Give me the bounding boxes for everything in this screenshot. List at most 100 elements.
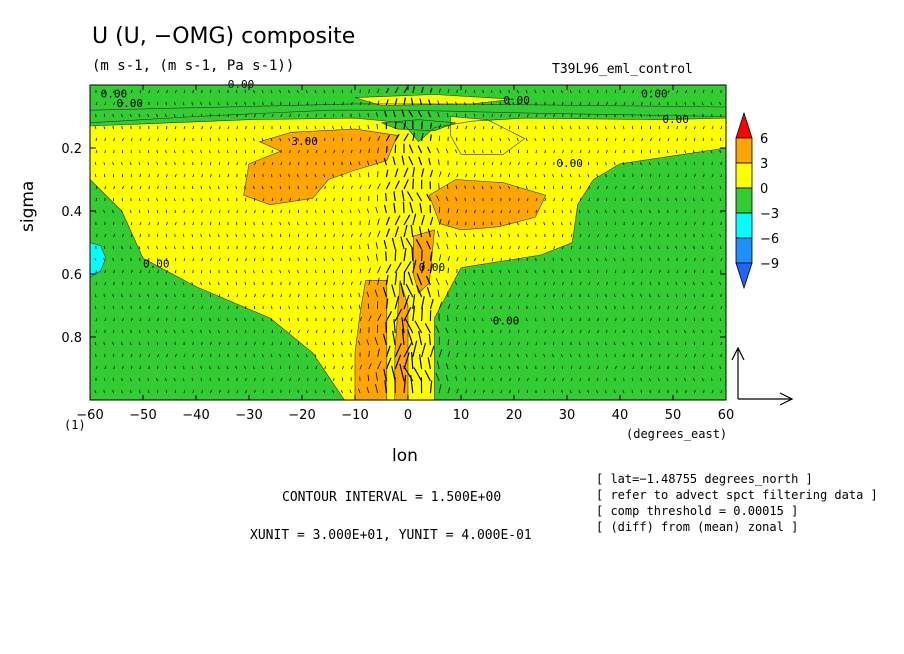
wind-vector <box>640 342 642 346</box>
wind-vector <box>314 89 317 94</box>
wind-vector <box>164 330 167 334</box>
wind-vector <box>481 281 484 286</box>
wind-vector <box>447 125 450 130</box>
wind-vector <box>391 284 396 298</box>
wind-vector <box>279 354 282 358</box>
wind-vector <box>112 162 114 166</box>
wind-vector <box>588 377 590 382</box>
wind-vector <box>649 330 651 334</box>
wind-vector <box>201 390 204 394</box>
wind-vector <box>113 366 116 370</box>
wind-vector <box>569 354 572 358</box>
wind-vector <box>641 138 644 142</box>
wind-vector <box>218 210 221 214</box>
wind-vector <box>201 90 203 94</box>
wind-vector <box>613 162 616 166</box>
wind-vector <box>685 354 688 358</box>
wind-vector <box>693 245 695 250</box>
wind-vector <box>614 234 617 238</box>
wind-vector <box>587 390 590 394</box>
wind-vector <box>650 270 652 274</box>
wind-vector <box>614 102 617 106</box>
wind-vector <box>490 269 493 274</box>
wind-vector <box>482 126 485 130</box>
wind-vector <box>482 293 485 298</box>
wind-vector <box>491 162 494 166</box>
wind-vector <box>535 114 538 118</box>
wind-vector <box>201 342 203 346</box>
wind-vector <box>298 150 300 154</box>
wind-vector <box>182 198 185 202</box>
wind-vector <box>164 246 167 250</box>
wind-vector <box>341 173 343 178</box>
wind-vector <box>104 270 106 274</box>
wind-vector <box>400 236 405 250</box>
wind-vector <box>711 126 714 130</box>
wind-vector <box>701 233 704 238</box>
wind-vector <box>518 209 520 214</box>
wind-vector <box>640 390 642 394</box>
wind-vector <box>606 366 608 370</box>
wind-vector <box>147 114 150 118</box>
wind-vector <box>534 354 537 358</box>
wind-vector <box>113 138 115 142</box>
wind-vector <box>349 341 352 346</box>
wind-vector <box>445 363 449 370</box>
wind-vector <box>534 317 537 322</box>
wind-vector <box>500 294 503 298</box>
wind-vector <box>631 342 634 346</box>
wind-vector <box>694 354 696 358</box>
wind-vector <box>148 270 151 274</box>
wind-vector <box>113 150 115 154</box>
wind-vector <box>472 365 475 370</box>
wind-vector <box>684 198 686 202</box>
wind-vector <box>552 258 554 262</box>
wind-vector <box>543 185 546 190</box>
wind-vector <box>94 390 97 394</box>
wind-vector <box>297 137 299 142</box>
wind-vector <box>472 233 475 238</box>
wind-vector <box>491 294 494 298</box>
wind-vector <box>288 222 290 226</box>
wind-vector <box>464 185 466 190</box>
wind-vector <box>491 342 494 346</box>
wind-vector <box>226 102 229 106</box>
wind-vector <box>516 138 519 142</box>
wind-vector <box>553 330 556 334</box>
wind-vector <box>436 195 440 202</box>
wind-vector <box>289 149 291 154</box>
wind-vector <box>218 317 220 322</box>
wind-vector <box>103 293 106 298</box>
wind-vector <box>218 173 221 178</box>
wind-vector <box>403 97 406 106</box>
wind-vector <box>192 210 194 214</box>
wind-vector <box>314 354 317 358</box>
wind-vector <box>692 150 695 154</box>
wind-vector <box>438 206 441 214</box>
wind-vector <box>245 390 247 394</box>
wind-vector <box>367 124 370 130</box>
wind-vector <box>383 239 387 250</box>
wind-vector <box>445 148 449 154</box>
wind-vector <box>534 270 537 274</box>
wind-vector <box>500 342 503 346</box>
wind-vector <box>436 230 440 238</box>
wind-vector <box>333 102 336 106</box>
wind-vector <box>623 377 625 382</box>
wind-vector <box>103 390 106 394</box>
wind-vector <box>113 282 115 286</box>
wind-vector <box>588 318 590 322</box>
wind-vector <box>657 246 660 250</box>
wind-vector <box>182 245 185 250</box>
wind-vector <box>623 282 626 286</box>
wind-vector <box>262 234 264 238</box>
wind-vector <box>192 258 195 262</box>
wind-vector <box>165 162 167 166</box>
wind-vector <box>455 316 458 322</box>
wind-vector <box>394 215 401 226</box>
wind-vector <box>702 126 705 130</box>
wind-vector <box>226 318 229 322</box>
wind-vector <box>156 114 158 118</box>
wind-vector <box>262 365 264 370</box>
wind-vector <box>139 353 142 358</box>
